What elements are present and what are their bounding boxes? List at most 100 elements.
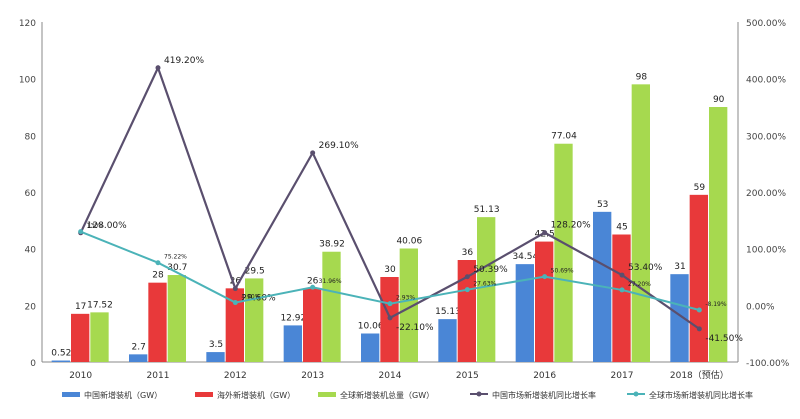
line-value-label: 4.90% (241, 294, 260, 301)
bar-value-label: 12.92 (280, 313, 306, 323)
line-value-label: 419.20% (164, 56, 204, 66)
legend-item: 中国市场新增装机同比增长率 (470, 390, 596, 400)
line-value-label: 50.69% (551, 268, 574, 275)
line-series-group: 128.00%419.20%29.60%269.10%-22.10%50.39%… (78, 56, 743, 344)
line-value-label: 31.96% (319, 278, 342, 285)
bar (399, 248, 418, 362)
right-y-tick-label: -100.00% (746, 359, 790, 369)
bar-group: 17 (71, 302, 90, 362)
right-y-axis: -100.00% 0.00% 100.00% 200.00% 300.00% 400.00… (746, 19, 790, 369)
legend-label: 海外新增装机（GW） (217, 390, 295, 400)
bar-group: 42.5 (535, 230, 555, 362)
line-value-label: 128.20% (551, 221, 591, 231)
bar-value-label: 98 (636, 72, 648, 82)
bar-value-label: 29.5 (245, 266, 265, 276)
line-value-label: 2.93% (396, 295, 415, 302)
bar-group: 29.5 (245, 266, 265, 362)
legend-item: 全球新增装机总量（GW） (318, 390, 434, 400)
bar-value-label: 17 (75, 302, 86, 312)
bar (477, 217, 496, 362)
bar-group: 15.13 (435, 307, 461, 362)
bar-value-label: 31 (674, 262, 685, 272)
bar-group: 10.06 (358, 321, 384, 362)
left-y-tick-label: 0 (30, 359, 36, 369)
bar-value-label: 38.92 (319, 240, 345, 250)
bar (689, 194, 708, 362)
bar (303, 288, 322, 362)
line-value-label: -22.10% (396, 323, 434, 333)
bar (361, 333, 380, 362)
line-value-label: 50.39% (473, 265, 508, 275)
bar-value-label: 15.13 (435, 307, 461, 317)
right-y-tick-label: 100.00% (746, 246, 786, 256)
bar (148, 282, 167, 362)
legend-item: 全球市场新增装机同比增长率 (627, 390, 753, 400)
line-value-label: 130% (87, 223, 104, 230)
bar-group: 26 (303, 276, 322, 362)
bar-group: 17.52 (87, 300, 113, 362)
bar-group: 51.13 (474, 205, 500, 362)
left-y-tick-label: 20 (25, 302, 37, 312)
bar-value-label: 26 (307, 276, 319, 286)
right-y-tick-label: 400.00% (746, 76, 786, 86)
line-point (696, 307, 702, 313)
x-tick-label: 2013 (301, 371, 324, 381)
x-tick-label: 2016 (533, 371, 556, 381)
x-tick-label: 2014 (379, 371, 402, 381)
line-point (155, 65, 161, 71)
bar (670, 274, 689, 362)
bar-group: 98 (631, 72, 650, 362)
bar-value-label: 3.5 (209, 340, 223, 350)
x-axis: 2010 2011 2012 2013 2014 2015 2016 2017 2018（预估） (69, 369, 729, 381)
line-point (387, 315, 393, 321)
bar (535, 241, 554, 362)
legend-label: 中国新增装机（GW） (84, 390, 162, 400)
bar-group: 34.54 (512, 252, 538, 362)
left-y-axis: 0 20 40 60 80 100 120 (19, 19, 36, 369)
bar-group: 30.7 (167, 263, 187, 362)
bar (129, 354, 148, 362)
bar-value-label: 34.54 (512, 252, 538, 262)
bar (245, 278, 264, 362)
bar (206, 352, 225, 362)
line-point (387, 301, 393, 307)
line-point (78, 229, 84, 235)
left-y-tick-label: 100 (19, 76, 36, 86)
bar-value-label: 17.52 (87, 300, 113, 310)
bar-value-label: 26 (230, 276, 242, 286)
bar-value-label: 90 (713, 95, 725, 105)
bar-value-label: 40.06 (396, 236, 422, 246)
bar (167, 275, 186, 362)
left-y-tick-label: 60 (25, 189, 37, 199)
x-tick-label: 2010 (69, 371, 92, 381)
bar (457, 260, 476, 362)
bar-value-label: 51.13 (474, 205, 500, 215)
line-point (619, 272, 625, 278)
bar-value-label: 2.7 (132, 342, 146, 352)
line-point (155, 260, 161, 266)
bar-group: 26 (225, 276, 244, 362)
line-point (542, 230, 548, 236)
left-y-tick-label: 120 (19, 19, 36, 29)
legend-swatch (318, 392, 336, 397)
bar (554, 143, 573, 362)
legend-item: 中国新增装机（GW） (62, 390, 162, 400)
x-tick-label: 2018（预估） (670, 369, 729, 381)
legend: 中国新增装机（GW） 海外新增装机（GW） 全球新增装机总量（GW） 中国市场新增装机… (62, 390, 753, 400)
line-point (310, 284, 316, 290)
legend-label: 全球新增装机总量（GW） (340, 390, 434, 400)
bar-value-label: 36 (462, 248, 474, 258)
bar-group: 53 (593, 200, 612, 362)
bar-group: 38.92 (319, 240, 345, 362)
bar-value-label: 10.06 (358, 321, 384, 331)
line-point (464, 274, 470, 280)
bar (51, 360, 70, 362)
legend-marker (476, 391, 482, 397)
bar (438, 319, 457, 362)
line-point (232, 300, 238, 306)
line-point (310, 150, 316, 156)
line-point (232, 286, 238, 292)
line-value-label: -8.19% (705, 301, 727, 308)
bar (515, 264, 534, 362)
bar-group: 2.7 (129, 342, 148, 362)
